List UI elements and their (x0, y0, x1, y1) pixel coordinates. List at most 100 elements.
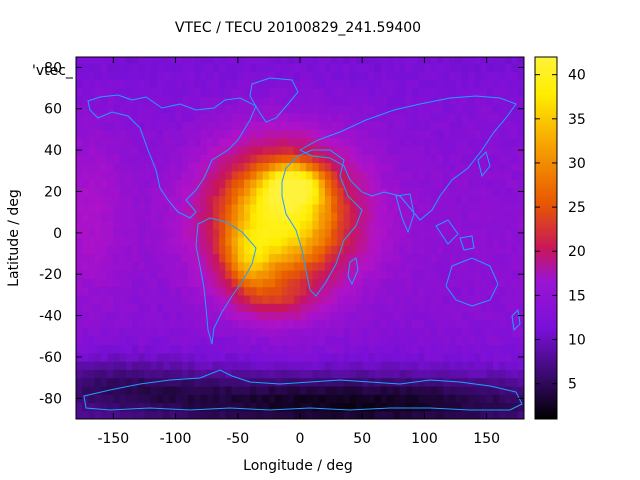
heatmap-cell (480, 57, 488, 64)
heatmap-cell (244, 402, 251, 412)
heatmap-cell (517, 129, 524, 139)
heatmap-cell (88, 170, 96, 180)
heatmap-cell (399, 303, 407, 313)
heatmap-cell (424, 344, 432, 354)
heatmap-cell (76, 170, 83, 180)
heatmap-cell (262, 286, 270, 296)
heatmap-cell (362, 319, 370, 329)
heatmap-cell (511, 410, 519, 419)
heatmap-cell (156, 253, 164, 263)
heatmap-cell (281, 220, 289, 230)
heatmap-cell (449, 303, 457, 313)
heatmap-cell (82, 195, 90, 205)
heatmap-cell (244, 236, 251, 246)
heatmap-cell (480, 352, 488, 362)
heatmap-cell (368, 96, 376, 106)
heatmap-cell (125, 270, 133, 279)
heatmap-cell (237, 71, 245, 81)
heatmap-cell (225, 187, 233, 197)
heatmap-cell (225, 286, 233, 296)
heatmap-cell (374, 129, 382, 139)
heatmap-cell (399, 179, 407, 188)
heatmap-cell (449, 236, 457, 246)
heatmap-cell (225, 79, 233, 89)
heatmap-cell (300, 245, 307, 255)
heatmap-cell (468, 121, 475, 130)
heatmap-cell (200, 228, 208, 238)
heatmap-cell (200, 394, 208, 404)
heatmap-cell (144, 104, 152, 114)
heatmap-cell (132, 361, 139, 370)
heatmap-cell (200, 278, 208, 288)
heatmap-cell (393, 245, 401, 255)
heatmap-cell (505, 170, 513, 180)
heatmap-cell (443, 195, 450, 205)
heatmap-cell (306, 104, 314, 114)
heatmap-cell (132, 112, 139, 122)
heatmap-cell (212, 121, 220, 130)
heatmap-cell (100, 361, 108, 370)
heatmap-cell (380, 212, 388, 222)
heatmap-cell (138, 63, 146, 73)
heatmap-cell (324, 303, 332, 313)
colorbar-tick-label: 40 (568, 68, 586, 84)
heatmap-cell (393, 154, 401, 164)
heatmap-cell (349, 170, 357, 180)
heatmap-cell (318, 121, 326, 130)
heatmap-cell (486, 71, 494, 81)
heatmap-cell (449, 63, 457, 73)
heatmap-cell (306, 220, 314, 230)
heatmap-cell (293, 212, 301, 222)
heatmap-cell (188, 228, 195, 238)
heatmap-cell (225, 104, 233, 114)
heatmap-cell (374, 121, 382, 130)
heatmap-cell (125, 377, 133, 387)
heatmap-cell (150, 311, 158, 321)
heatmap-cell (244, 212, 251, 222)
heatmap-cell (100, 385, 108, 395)
heatmap-cell (281, 261, 289, 271)
heatmap-cell (356, 57, 363, 64)
heatmap-cell (362, 394, 370, 404)
heatmap-cell (88, 63, 96, 73)
heatmap-cell (343, 352, 351, 362)
heatmap-cell (374, 311, 382, 321)
heatmap-cell (517, 319, 524, 329)
heatmap-cell (194, 344, 202, 354)
heatmap-cell (399, 336, 407, 346)
heatmap-cell (175, 154, 183, 164)
heatmap-cell (244, 261, 251, 271)
heatmap-cell (511, 145, 519, 155)
heatmap-cell (150, 88, 158, 97)
heatmap-cell (188, 195, 195, 205)
heatmap-cell (405, 410, 413, 419)
heatmap-cell (225, 121, 233, 130)
heatmap-cell (287, 336, 295, 346)
heatmap-cell (250, 145, 258, 155)
heatmap-cell (156, 129, 164, 139)
heatmap-cell (200, 121, 208, 130)
heatmap-cell (387, 154, 394, 164)
heatmap-cell (331, 187, 338, 197)
heatmap-cell (200, 88, 208, 97)
heatmap-cell (244, 129, 251, 139)
heatmap-cell (206, 278, 214, 288)
heatmap-cell (237, 344, 245, 354)
heatmap-cell (100, 377, 108, 387)
heatmap-cell (492, 212, 500, 222)
heatmap-cell (244, 394, 251, 404)
heatmap-cell (300, 96, 307, 106)
heatmap-cell (387, 79, 394, 89)
heatmap-cell (82, 104, 90, 114)
heatmap-cell (455, 203, 463, 213)
heatmap-cell (468, 162, 475, 172)
heatmap-cell (468, 319, 475, 329)
heatmap-cell (499, 410, 506, 419)
heatmap-cell (511, 104, 519, 114)
heatmap-cell (293, 162, 301, 172)
heatmap-cell (138, 394, 146, 404)
heatmap-cell (436, 361, 444, 370)
heatmap-cell (318, 203, 326, 213)
heatmap-cell (181, 104, 189, 114)
heatmap-cell (318, 228, 326, 238)
